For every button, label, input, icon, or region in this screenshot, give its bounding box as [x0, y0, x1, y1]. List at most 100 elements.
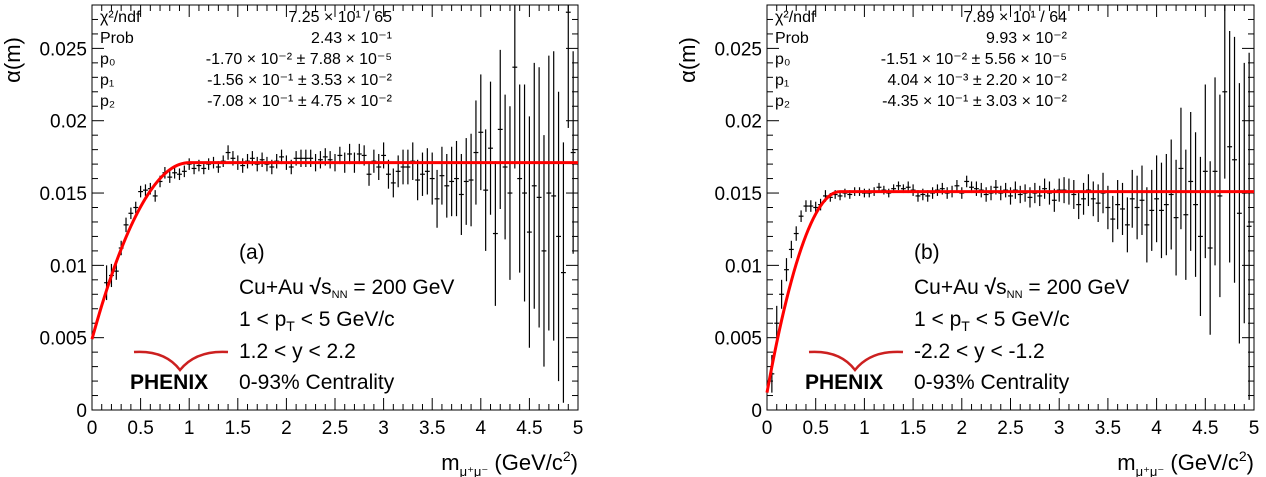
- x-tick-label: 4.5: [516, 418, 542, 439]
- stat-name: χ²/ndf: [100, 9, 141, 26]
- stat-name: p₂: [775, 93, 790, 110]
- x-tick-label: 1.5: [225, 418, 251, 439]
- stat-name: p₁: [775, 72, 789, 89]
- stat-name: Prob: [100, 30, 134, 47]
- y-tick-label: 0: [751, 401, 762, 422]
- rapidity-range: -2.2 < y < -1.2: [914, 340, 1045, 363]
- x-tick-label: 2.5: [322, 418, 348, 439]
- x-tick-label: 1.5: [900, 418, 926, 439]
- x-tick-label: 2: [281, 418, 292, 439]
- stat-value: 9.93 × 10⁻²: [986, 30, 1068, 47]
- stat-value: -1.56 × 10⁻¹ ± 3.53 × 10⁻²: [207, 72, 393, 89]
- x-tick-label: 4.5: [1192, 418, 1218, 439]
- chart-panel-b: 0 0.5 1 1.5 2 2.5 3 3.5 4 4.5 5 0 0.005 0.01 0.015 0.02…: [675, 4, 1260, 477]
- x-axis-title-unit: (GeV/c: [1164, 450, 1239, 475]
- fit-curve: [90, 161, 578, 340]
- panel-label: (a): [239, 241, 265, 264]
- phenix-logo-text: PHENIX: [130, 371, 208, 394]
- y-tick-label: 0.025: [714, 39, 762, 60]
- y-tick-label: 0.005: [714, 329, 762, 350]
- stat-value: -4.35 × 10⁻¹ ± 3.03 × 10⁻²: [882, 93, 1068, 110]
- stat-name: p₂: [100, 93, 115, 110]
- x-tick-label: 5: [573, 418, 584, 439]
- x-tick-label: 0.5: [802, 418, 828, 439]
- stat-value: 7.89 × 10¹ / 64: [963, 9, 1067, 26]
- x-tick-label: 3: [1054, 418, 1065, 439]
- x-axis-title-sup: 2: [1239, 448, 1247, 464]
- pt-left: 1 < p: [239, 308, 286, 331]
- x-tick-label: 3.5: [419, 418, 445, 439]
- pt-range: 1 < pT < 5 GeV/c: [914, 308, 1070, 334]
- x-tick-label: 1: [859, 418, 870, 439]
- collision-system: Cu+Au: [914, 276, 985, 299]
- centrality: 0-93% Centrality: [914, 371, 1070, 394]
- stat-value: 2.43 × 10⁻¹: [311, 30, 392, 47]
- pt-sub: T: [961, 318, 970, 334]
- energy-sub: NN: [332, 289, 348, 301]
- phenix-logo-swoosh: [808, 350, 904, 373]
- x-axis-title-sub: μ⁺μ⁻: [1136, 464, 1165, 477]
- x-axis-title: mμ⁺μ⁻ (GeV/c2): [441, 448, 578, 477]
- fit-curve: [765, 190, 1254, 393]
- x-axis-title-sub: μ⁺μ⁻: [460, 464, 489, 477]
- x-tick-label: 0.5: [127, 418, 153, 439]
- pt-right: < 5 GeV/c: [970, 308, 1070, 331]
- stat-value: -1.51 × 10⁻² ± 5.56 × 10⁻⁵: [881, 51, 1067, 68]
- pt-sub: T: [286, 318, 295, 334]
- collision-system: Cu+Au: [239, 276, 310, 299]
- stat-name: p₀: [775, 51, 791, 68]
- x-tick-label: 4: [476, 418, 487, 439]
- collision-energy: Cu+Au √sNN = 200 GeV: [914, 276, 1129, 301]
- stat-name: Prob: [775, 30, 809, 47]
- x-tick-label: 0: [762, 418, 773, 439]
- x-axis-title-close: ): [571, 450, 578, 475]
- stat-name: p₁: [100, 72, 114, 89]
- x-tick-label: 2: [957, 418, 968, 439]
- y-tick-label: 0.015: [714, 184, 762, 205]
- x-axis-title-unit: (GeV/c: [488, 450, 563, 475]
- rapidity-range: 1.2 < y < 2.2: [239, 340, 356, 363]
- x-axis-title-base: m: [441, 450, 459, 475]
- phenix-logo-swoosh: [133, 350, 229, 373]
- y-tick-label: 0.015: [39, 184, 87, 205]
- energy-s: s: [996, 276, 1007, 299]
- x-tick-label: 3: [378, 418, 389, 439]
- phenix-logo-text: PHENIX: [805, 371, 883, 394]
- stat-value: -1.70 × 10⁻² ± 7.88 × 10⁻⁵: [206, 51, 392, 68]
- x-tick-label: 0: [87, 418, 98, 439]
- y-axis-title: α(m): [0, 37, 25, 83]
- stat-name: p₀: [100, 51, 116, 68]
- y-tick-label: 0.025: [39, 39, 87, 60]
- y-tick-label: 0.02: [50, 112, 87, 133]
- stat-name: χ²/ndf: [775, 9, 816, 26]
- y-tick-label: 0.02: [725, 112, 762, 133]
- energy-s: s: [321, 276, 332, 299]
- energy-value: = 200 GeV: [1023, 276, 1130, 299]
- pt-left: 1 < p: [914, 308, 961, 331]
- stat-value: 4.04 × 10⁻³ ± 2.20 × 10⁻²: [887, 72, 1067, 89]
- y-tick-label: 0.01: [50, 256, 87, 277]
- x-tick-label: 3.5: [1095, 418, 1121, 439]
- centrality: 0-93% Centrality: [239, 371, 395, 394]
- y-tick-label: 0.005: [39, 329, 87, 350]
- x-tick-label: 4: [1151, 418, 1162, 439]
- x-axis-title-close: ): [1247, 450, 1254, 475]
- y-tick-label: 0: [76, 401, 87, 422]
- chart-panel-a: 0 0.5 1 1.5 2 2.5 3 3.5 4 4.5 5 0 0.005 0.01 0.015 0.02…: [0, 4, 584, 477]
- y-tick-label: 0.01: [725, 256, 762, 277]
- x-tick-label: 5: [1249, 418, 1260, 439]
- stat-value: 7.25 × 10¹ / 65: [288, 9, 392, 26]
- pt-range: 1 < pT < 5 GeV/c: [239, 308, 395, 334]
- y-axis-title: α(m): [675, 37, 700, 83]
- x-axis-title-base: m: [1117, 450, 1135, 475]
- x-tick-label: 1: [184, 418, 195, 439]
- energy-value: = 200 GeV: [348, 276, 455, 299]
- panel-label: (b): [914, 241, 940, 264]
- x-tick-label: 2.5: [997, 418, 1023, 439]
- sqrt-symbol: √: [985, 276, 997, 299]
- pt-right: < 5 GeV/c: [295, 308, 395, 331]
- energy-sub: NN: [1007, 289, 1023, 301]
- stat-value: -7.08 × 10⁻¹ ± 4.75 × 10⁻²: [207, 93, 393, 110]
- x-axis-title: mμ⁺μ⁻ (GeV/c2): [1117, 448, 1254, 477]
